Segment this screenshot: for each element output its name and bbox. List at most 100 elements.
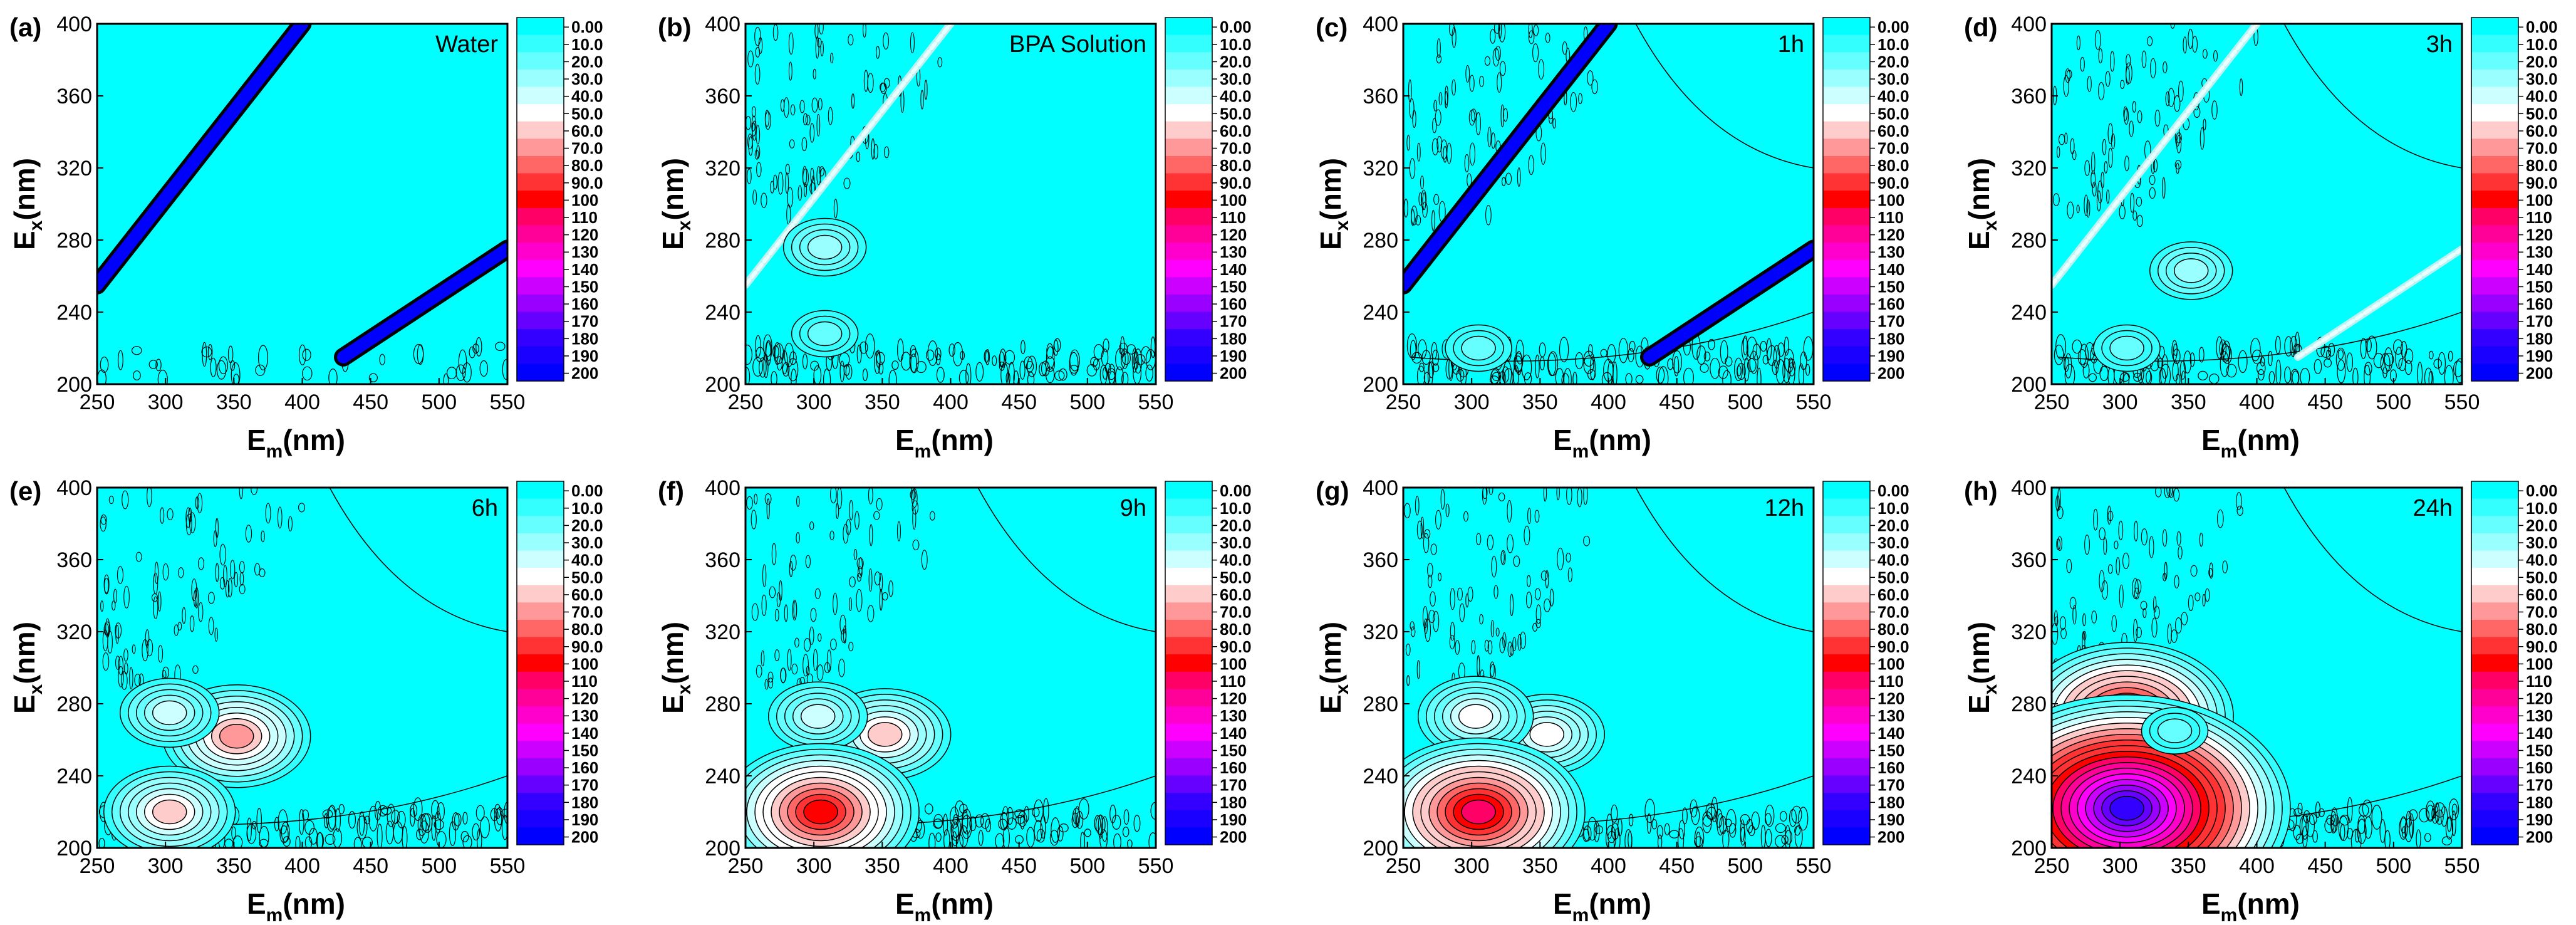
noise-contour xyxy=(754,63,761,85)
noise-contour xyxy=(924,803,933,815)
envelope-contour xyxy=(329,488,507,632)
noise-contour xyxy=(1404,503,1411,519)
y-tick-label: 320 xyxy=(2011,620,2047,644)
colorbar-swatch xyxy=(1165,207,1212,226)
colorbar-label: 60.0 xyxy=(571,122,603,140)
colorbar-label: 180 xyxy=(2526,329,2553,348)
noise-contour xyxy=(1099,829,1108,848)
colorbar-label: 70.0 xyxy=(1877,603,1909,622)
noise-contour xyxy=(2132,210,2137,221)
colorbar-label: 100 xyxy=(1877,654,1904,673)
colorbar-label: 190 xyxy=(571,347,598,365)
noise-contour xyxy=(1134,348,1143,374)
noise-contour xyxy=(2087,75,2092,92)
noise-contour xyxy=(2431,808,2436,818)
noise-contour xyxy=(2213,50,2218,62)
colorbar-label: 140 xyxy=(571,724,598,743)
noise-contour xyxy=(2299,815,2309,837)
noise-contour xyxy=(1497,72,1502,93)
noise-contour xyxy=(788,32,794,55)
noise-contour xyxy=(2453,360,2462,377)
noise-contour xyxy=(1563,368,1572,384)
noise-contour xyxy=(2312,830,2318,843)
noise-contour xyxy=(924,80,928,100)
noise-contour xyxy=(2290,336,2298,357)
x-tick-label: 500 xyxy=(1069,390,1105,414)
noise-contour xyxy=(912,507,917,530)
noise-contour xyxy=(2119,204,2126,219)
colorbar-swatch xyxy=(1823,568,1870,586)
colorbar-label: 170 xyxy=(1220,312,1247,331)
noise-contour xyxy=(1027,355,1037,377)
colorbar-swatch xyxy=(1823,481,1870,499)
noise-contour xyxy=(1485,204,1492,226)
x-tick-label: 300 xyxy=(2102,390,2138,414)
noise-contour xyxy=(2193,106,2201,118)
colorbar-swatch xyxy=(517,294,564,313)
noise-contour xyxy=(2178,80,2184,102)
noise-contour xyxy=(1611,804,1618,823)
noise-contour xyxy=(1737,365,1742,377)
y-tick-label: 280 xyxy=(705,229,740,253)
noise-contour xyxy=(1765,804,1775,827)
panel-annotation: 6h xyxy=(472,495,498,521)
noise-contour xyxy=(2175,617,2182,634)
noise-contour xyxy=(912,539,920,551)
noise-contour xyxy=(133,370,141,381)
noise-contour xyxy=(142,639,148,662)
noise-contour xyxy=(2059,616,2066,630)
colorbar-label: 80.0 xyxy=(571,156,603,175)
noise-contour xyxy=(1465,65,1470,83)
colorbar-label: 20.0 xyxy=(1877,52,1909,71)
noise-contour xyxy=(897,338,904,362)
noise-contour xyxy=(174,624,179,636)
noise-contour xyxy=(231,826,236,840)
noise-contour xyxy=(2065,68,2070,83)
noise-contour xyxy=(950,807,959,829)
panel-label: (b) xyxy=(658,13,692,42)
noise-contour xyxy=(1017,811,1027,827)
colorbar-label: 110 xyxy=(2526,208,2552,227)
noise-contour xyxy=(1450,587,1455,610)
noise-contour xyxy=(1528,24,1533,38)
noise-contour xyxy=(854,511,860,530)
noise-contour xyxy=(1517,634,1522,651)
panel-annotation: BPA Solution xyxy=(1009,31,1146,58)
noise-contour xyxy=(830,638,837,651)
noise-contour xyxy=(154,562,159,584)
noise-contour xyxy=(868,568,873,592)
colorbar-swatch xyxy=(1165,637,1212,655)
noise-contour xyxy=(1093,344,1104,360)
y-tick-label: 400 xyxy=(705,476,740,500)
noise-contour xyxy=(100,514,107,525)
noise-contour xyxy=(788,61,792,81)
noise-contour xyxy=(197,493,203,514)
noise-contour xyxy=(802,168,809,187)
colorbar-swatch xyxy=(517,69,564,87)
noise-contour xyxy=(2149,536,2154,558)
colorbar-swatch xyxy=(2471,498,2518,516)
noise-contour xyxy=(1703,351,1711,362)
x-tick-label: 400 xyxy=(933,390,969,414)
noise-contour xyxy=(1465,593,1469,608)
noise-contour xyxy=(2088,373,2097,382)
fluorescence-peak xyxy=(800,704,836,729)
colorbar-label: 0.00 xyxy=(571,18,603,36)
noise-contour xyxy=(1403,198,1408,218)
noise-contour xyxy=(1766,338,1772,360)
colorbar-label: 100 xyxy=(1877,191,1904,209)
y-tick-label: 280 xyxy=(705,692,740,716)
colorbar-label: 200 xyxy=(1220,828,1247,847)
colorbar-label: 150 xyxy=(2526,277,2553,296)
noise-contour xyxy=(1099,365,1108,384)
noise-contour xyxy=(1593,821,1600,843)
noise-contour xyxy=(745,367,750,384)
noise-contour xyxy=(867,605,875,622)
colorbar-swatch xyxy=(2471,86,2518,105)
x-tick-label: 400 xyxy=(284,390,320,414)
panel-f: 250 300 350 400 450 500 550 200 240 280 320 360 400 E… xyxy=(657,476,1252,925)
noise-contour xyxy=(358,811,365,836)
noise-contour xyxy=(754,493,758,505)
noise-contour xyxy=(1103,338,1109,353)
colorbar-label: 80.0 xyxy=(571,620,603,639)
